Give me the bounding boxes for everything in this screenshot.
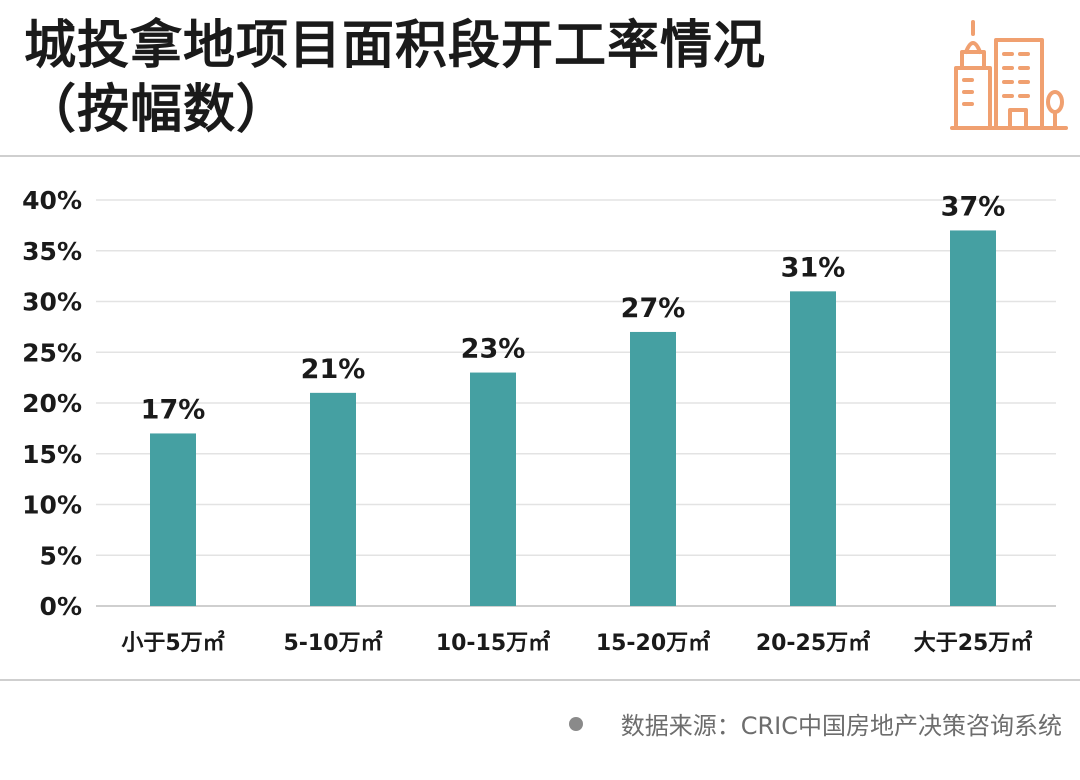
data-label: 17% [141, 394, 206, 425]
source-text: 数据来源：CRIC中国房地产决策咨询系统 [620, 712, 1062, 740]
bar-chart: 0% 5% 10% 15% 20% 25% 30% 35% 40% 17% 小于5万㎡ 21% 5-10… [22, 186, 1056, 656]
city-buildings-icon [950, 20, 1068, 130]
data-label: 27% [621, 293, 686, 324]
bar [790, 291, 836, 606]
y-tick-label: 30% [22, 288, 82, 317]
x-tick-label: 小于5万㎡ [121, 630, 224, 656]
bullet-dot-icon [568, 716, 583, 731]
chart-title-line-2: （按幅数） [24, 80, 290, 140]
y-tick-label: 35% [22, 237, 82, 266]
header-divider [0, 155, 1080, 157]
x-tick-label: 大于25万㎡ [914, 630, 1033, 656]
source-note: 数据来源：CRIC中国房地产决策咨询系统 [568, 706, 1062, 741]
data-label: 37% [941, 191, 1006, 222]
y-tick-label: 10% [22, 491, 82, 520]
chart-title-line-1: 城投拿地项目面积段开工率情况 [24, 16, 767, 76]
data-label: 31% [781, 252, 846, 283]
data-label: 21% [301, 354, 366, 385]
bar [150, 433, 196, 606]
y-tick-label: 40% [22, 186, 82, 215]
y-tick-label: 15% [22, 440, 82, 469]
y-tick-label: 25% [22, 338, 82, 367]
bar [950, 230, 996, 606]
x-tick-label: 5-10万㎡ [283, 630, 382, 656]
bar [470, 372, 516, 606]
bar [310, 392, 356, 606]
y-tick-label: 5% [40, 541, 82, 570]
bar [630, 331, 676, 606]
x-tick-label: 15-20万㎡ [596, 630, 710, 656]
y-tick-label: 0% [40, 592, 82, 621]
footer-divider [0, 679, 1080, 681]
y-tick-label: 20% [22, 389, 82, 418]
data-label: 23% [461, 334, 526, 365]
x-tick-label: 10-15万㎡ [436, 630, 550, 656]
chart-title: 城投拿地项目面积段开工率情况 （按幅数） [24, 14, 904, 142]
x-tick-label: 20-25万㎡ [756, 630, 870, 656]
